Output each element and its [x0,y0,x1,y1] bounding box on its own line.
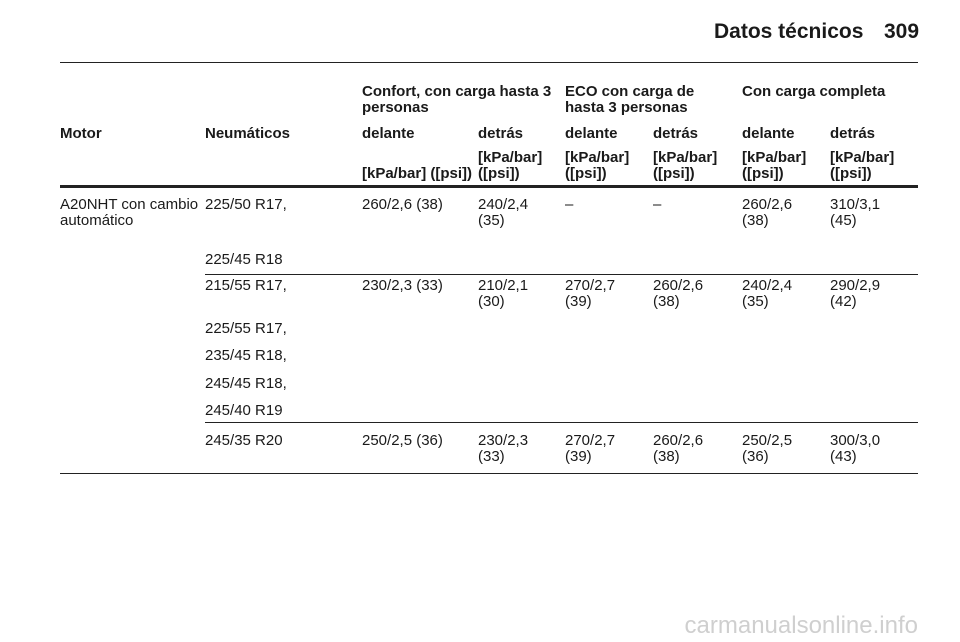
pressure: 260/2,6 (38) [362,196,443,213]
column-header: delante [565,125,618,142]
column-header: Motor [60,125,102,142]
pressure: 290/2,9 (42) [830,277,881,310]
pressure: 260/2,6 (38) [653,432,704,465]
pressure: 300/3,0 (43) [830,432,881,465]
pressure: 260/2,6 (38) [653,277,704,310]
pressure: 210/2,1 (30) [478,277,529,310]
tyre-size: 245/40 R19 [205,402,283,419]
pressure: 240/2,4 (35) [742,277,793,310]
rule [60,473,918,474]
tyre-size: 235/45 R18, [205,347,287,364]
unit-label: [kPa/bar] ([psi]) [478,149,543,182]
column-header: Neumáticos [205,125,291,142]
tyre-size: 245/45 R18, [205,375,287,392]
unit-label: [kPa/bar] ([psi]) [362,165,473,182]
unit-label: [kPa/bar] ([psi]) [742,149,807,182]
unit-label: [kPa/bar] ([psi]) [830,149,895,182]
watermark: carmanualsonline.info [684,612,918,639]
pressure: 250/2,5 (36) [742,432,793,465]
group-header: Con carga completa [742,83,886,100]
rule [60,62,918,63]
unit-label: [kPa/bar] ([psi]) [565,149,630,182]
column-header: delante [362,125,415,142]
pressure: 270/2,7 (39) [565,277,616,310]
tyre-size: 225/45 R18 [205,251,283,268]
tyre-size: 225/55 R17, [205,320,287,337]
pressure: – [565,196,574,213]
pressure: 270/2,7 (39) [565,432,616,465]
motor: A20NHT con cambio automático [60,196,199,229]
rule [205,422,918,423]
pressure: 240/2,4 (35) [478,196,529,229]
pressure: 250/2,5 (36) [362,432,443,449]
group-header: Confort, con carga hasta 3 personas [362,83,552,116]
rule [60,185,918,188]
tyre-size: 245/35 R20 [205,432,283,449]
pressure: 310/3,1 (45) [830,196,881,229]
pressure: – [653,196,662,213]
group-header: ECO con carga de hasta 3 personas [565,83,695,116]
column-header: detrás [830,125,876,142]
pressure: 260/2,6 (38) [742,196,793,229]
tyre-size: 225/50 R17, [205,196,287,213]
page-number: 309 [884,20,920,43]
unit-label: [kPa/bar] ([psi]) [653,149,718,182]
tyre-size: 215/55 R17, [205,277,287,294]
rule [205,274,918,275]
pressure: 230/2,3 (33) [362,277,443,294]
page-title: Datos técnicos [714,20,864,43]
column-header: detrás [478,125,524,142]
pressure: 230/2,3 (33) [478,432,529,465]
column-header: detrás [653,125,699,142]
column-header: delante [742,125,795,142]
